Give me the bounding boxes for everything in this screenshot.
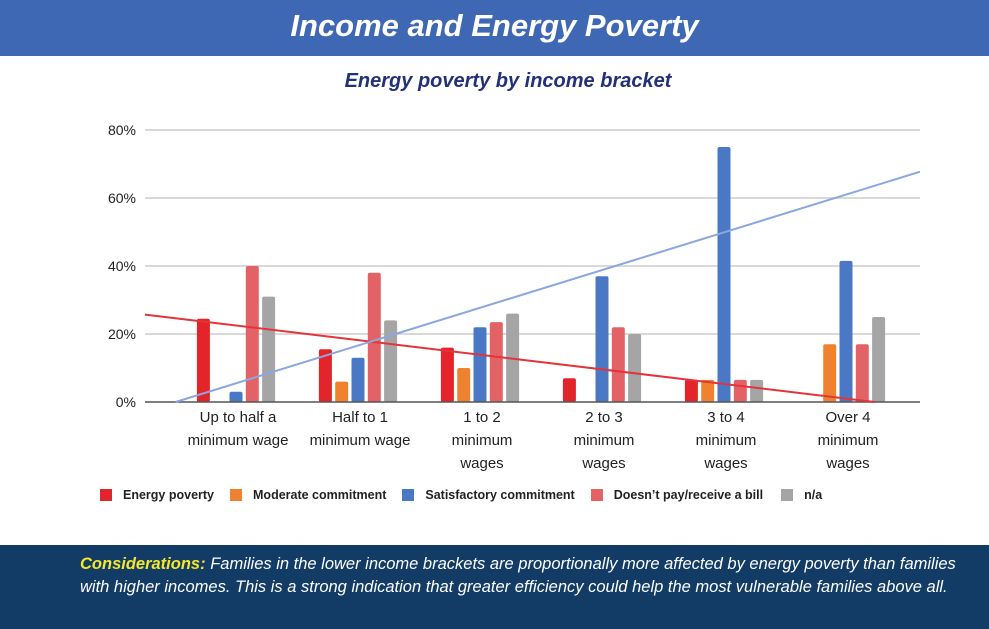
bar-satisfactory-commitment-0 (229, 391, 243, 402)
legend-label: n/a (804, 488, 823, 502)
bar-n-a-0 (262, 296, 276, 402)
legend-label: Energy poverty (123, 488, 215, 502)
bar-n-a-3 (628, 334, 642, 402)
considerations-text: Families in the lower income brackets ar… (80, 555, 956, 596)
y-tick-label: 20% (108, 326, 136, 342)
y-tick-label: 60% (108, 190, 136, 206)
bar-energy-poverty-2 (440, 347, 454, 402)
bar-n-a-4 (750, 379, 764, 402)
legend-swatch (100, 489, 112, 501)
y-tick-label: 40% (108, 258, 136, 274)
legend-swatch (402, 489, 415, 501)
bar-moderate-commitment-2 (457, 368, 471, 402)
x-category-label: wages (825, 455, 869, 472)
legend-item: Moderate commitment (230, 488, 386, 502)
bar-satisfactory-commitment-4 (717, 147, 731, 402)
legend-item: Energy poverty (100, 488, 214, 502)
x-category-label: Half to 1 (332, 409, 388, 426)
x-category-label: minimum (696, 432, 757, 449)
bar-moderate-commitment-1 (335, 381, 349, 402)
bar-moderate-commitment-5 (823, 344, 837, 402)
considerations-label: Considerations: (80, 555, 206, 573)
chart-title: Energy poverty by income bracket (344, 70, 672, 92)
considerations-footer: Considerations: Families in the lower in… (0, 545, 989, 629)
x-category-label: minimum (574, 432, 635, 449)
legend-swatch (230, 489, 243, 501)
trendline-satisfactory-commitment (175, 170, 921, 403)
legend-swatch (590, 489, 603, 501)
bar-doesn-t-pay-receive-a-bill-1 (367, 272, 381, 402)
x-category-label: minimum wage (188, 432, 289, 449)
x-category-label: minimum wage (310, 432, 411, 449)
y-tick-label: 80% (108, 122, 136, 138)
bar-energy-poverty-4 (684, 379, 698, 402)
bar-satisfactory-commitment-2 (473, 327, 487, 402)
bar-satisfactory-commitment-1 (351, 357, 365, 402)
x-category-label: Over 4 (825, 409, 870, 426)
bar-n-a-1 (384, 320, 398, 402)
legend-item: n/a (781, 488, 822, 502)
bar-satisfactory-commitment-3 (595, 276, 609, 402)
legend-label: Satisfactory commitment (425, 488, 575, 502)
x-category-label: Up to half a (200, 409, 277, 426)
legend: Energy poverty Moderate commitment Satisfa… (100, 488, 940, 502)
legend-swatch (781, 489, 794, 501)
x-category-label: minimum (452, 432, 513, 449)
x-category-label: 3 to 4 (707, 409, 745, 426)
x-category-label: wages (459, 455, 503, 472)
trendline-energy-poverty (144, 313, 875, 403)
x-category-label: wages (581, 455, 625, 472)
legend-label: Doesn’t pay/receive a bill (613, 488, 764, 502)
y-tick-label: 0% (116, 394, 136, 410)
x-category-label: wages (703, 455, 747, 472)
bar-energy-poverty-3 (562, 378, 576, 402)
page-title: Income and Energy Poverty (0, 0, 989, 56)
bar-doesn-t-pay-receive-a-bill-2 (489, 322, 503, 402)
legend-label: Moderate commitment (253, 488, 387, 502)
legend-item: Satisfactory commitment (402, 488, 575, 502)
bar-energy-poverty-1 (318, 349, 332, 402)
bar-doesn-t-pay-receive-a-bill-5 (855, 344, 869, 402)
bar-energy-poverty-0 (196, 318, 210, 402)
bar-doesn-t-pay-receive-a-bill-3 (611, 327, 625, 402)
bar-doesn-t-pay-receive-a-bill-0 (245, 266, 259, 402)
bar-chart: 0% 20% 40% 60% 80% Up to half a minimum wage Ha… (108, 122, 921, 472)
bar-satisfactory-commitment-5 (839, 260, 853, 402)
x-category-label: 1 to 2 (463, 409, 501, 426)
bar-moderate-commitment-4 (701, 379, 715, 402)
bar-n-a-5 (872, 317, 886, 402)
x-category-label: 2 to 3 (585, 409, 623, 426)
legend-item: Doesn’t pay/receive a bill (590, 488, 764, 502)
x-category-label: minimum (818, 432, 879, 449)
bar-doesn-t-pay-receive-a-bill-4 (733, 379, 747, 402)
